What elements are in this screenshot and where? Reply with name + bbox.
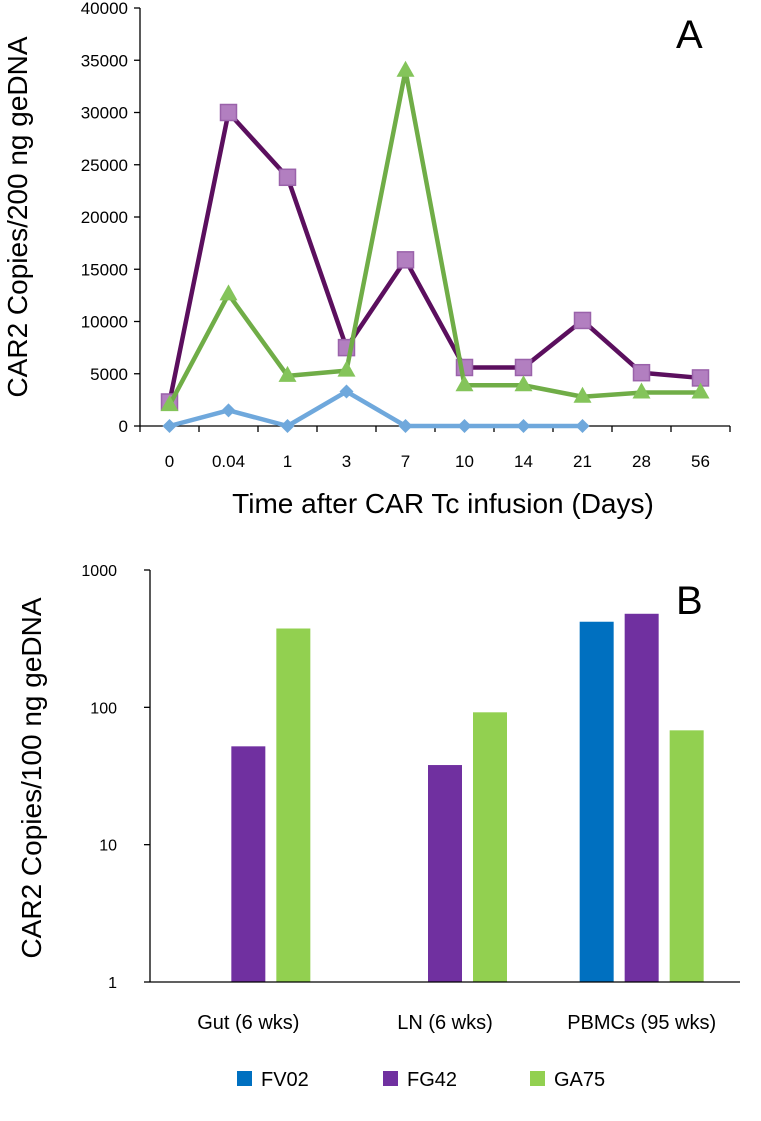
point-ga75 — [396, 60, 415, 77]
point-fv02 — [280, 419, 295, 433]
legend-item-fg42: FG42 — [383, 1069, 457, 1091]
point-fg42 — [278, 168, 297, 187]
x-tick-label-a: 14 — [514, 452, 533, 471]
x-tick-label-a: 1 — [283, 452, 292, 471]
point-ga75 — [337, 360, 356, 377]
point-fg42 — [396, 251, 415, 269]
panel-letter-a: A — [676, 13, 703, 57]
y-axis-label-b: CAR2 Copies/100 ng geDNA — [16, 597, 47, 958]
point-ga75 — [219, 284, 238, 301]
point-fv02 — [221, 403, 236, 418]
legend-item-ga75: GA75 — [530, 1069, 605, 1091]
axes-a: 0 5000 10000 15000 20000 25000 30000 35000 40000… — [81, 0, 731, 471]
point-fv02 — [516, 419, 531, 433]
y-tick-label-b: 1000 — [81, 563, 117, 580]
y-tick-label-a: 5000 — [90, 365, 128, 384]
bar-ga75 — [276, 628, 311, 982]
point-fv02 — [339, 384, 354, 399]
point-fv02 — [398, 419, 413, 433]
y-tick-label-b: 1 — [108, 975, 117, 992]
y-tick-label-a: 25000 — [81, 156, 128, 175]
bar-fg42 — [428, 765, 462, 982]
series-fg42 — [160, 103, 710, 411]
point-ga75 — [691, 382, 710, 399]
x-axis-label-a: Time after CAR Tc infusion (Days) — [232, 488, 654, 519]
x-tick-label-a: 3 — [342, 452, 351, 471]
point-fg42 — [219, 103, 238, 122]
point-fg42 — [632, 363, 651, 382]
y-tick-label-a: 30000 — [81, 104, 128, 123]
legend-b: FV02 FG42 GA75 — [237, 1069, 605, 1091]
x-tick-label-a: 7 — [401, 452, 410, 471]
y-tick-label-b: 10 — [99, 838, 117, 855]
point-fv02 — [457, 419, 472, 433]
series-line-fv02 — [168, 389, 583, 429]
point-ga75 — [514, 375, 533, 392]
series-group-a — [160, 60, 710, 433]
panel-letter-b: B — [676, 579, 703, 623]
x-tick-label-a: 28 — [632, 452, 651, 471]
x-tick-label-a: 0 — [165, 452, 174, 471]
series-line-ga75 — [167, 68, 701, 407]
x-tick-label-a: 10 — [455, 452, 474, 471]
legend-item-fv02: FV02 — [237, 1069, 309, 1091]
legend-label-fg42: FG42 — [407, 1069, 457, 1091]
bar-fv02 — [579, 621, 614, 982]
legend-label-fv02: FV02 — [261, 1069, 309, 1091]
legend-label-ga75: GA75 — [554, 1069, 605, 1091]
chart-a: A CAR2 Copies/200 ng geDNA Time after CA… — [2, 0, 731, 519]
y-tick-label-a: 35000 — [81, 51, 128, 70]
point-fv02 — [575, 419, 590, 433]
x-tick-label-a: 21 — [573, 452, 592, 471]
point-ga75 — [573, 386, 592, 403]
x-tick-label-b: LN (6 wks) — [397, 1012, 493, 1034]
y-tick-label-a: 40000 — [81, 0, 128, 18]
x-tick-label-b: PBMCs (95 wks) — [567, 1012, 716, 1034]
legend-swatch-ga75 — [530, 1071, 545, 1086]
x-tick-label-b: Gut (6 wks) — [197, 1012, 299, 1034]
y-tick-label-a: 15000 — [81, 260, 128, 279]
bar-ga75 — [669, 730, 704, 982]
point-fv02 — [162, 419, 177, 433]
y-tick-label-a: 20000 — [81, 208, 128, 227]
y-tick-label-a: 0 — [119, 417, 128, 436]
x-tick-label-a: 56 — [691, 452, 710, 471]
axes-b: 1 10 100 1000 Gut (6 wks) LN (6 wks) PBMCs (95… — [81, 563, 740, 1034]
series-ga75 — [160, 60, 710, 412]
legend-swatch-fg42 — [383, 1071, 398, 1086]
point-ga75 — [160, 395, 179, 412]
bar-fg42 — [624, 613, 659, 982]
x-tick-label-a: 0.04 — [212, 452, 245, 471]
point-ga75 — [455, 375, 474, 392]
bars-b — [231, 613, 704, 982]
bar-ga75 — [473, 712, 507, 982]
point-ga75 — [278, 365, 297, 382]
point-fg42 — [514, 358, 533, 377]
chart-b: B CAR2 Copies/100 ng geDNA 1 10 100 1000 Gut… — [16, 563, 740, 1091]
legend-swatch-fv02 — [237, 1071, 252, 1086]
bar-fg42 — [231, 746, 266, 982]
point-fg42 — [573, 311, 592, 330]
series-line-fg42 — [167, 110, 701, 403]
point-ga75 — [632, 382, 651, 399]
y-axis-label-a: CAR2 Copies/200 ng geDNA — [2, 36, 33, 397]
y-tick-label-b: 100 — [90, 700, 117, 717]
series-fv02 — [162, 384, 590, 433]
y-tick-label-a: 10000 — [81, 313, 128, 332]
